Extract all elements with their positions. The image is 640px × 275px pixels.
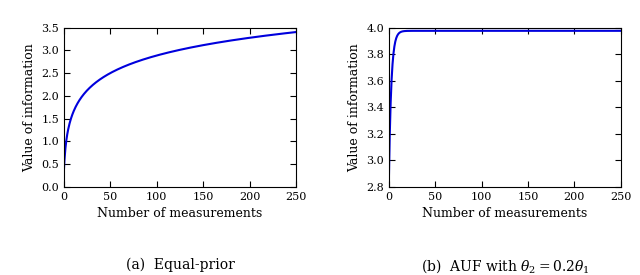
Y-axis label: Value of information: Value of information <box>23 43 36 172</box>
X-axis label: Number of measurements: Number of measurements <box>422 207 588 221</box>
X-axis label: Number of measurements: Number of measurements <box>97 207 262 221</box>
Title: (b)  AUF with $\theta_2 = 0.2\theta_1$: (b) AUF with $\theta_2 = 0.2\theta_1$ <box>420 257 589 275</box>
Y-axis label: Value of information: Value of information <box>348 43 360 172</box>
Title: (a)  Equal-prior: (a) Equal-prior <box>125 257 234 272</box>
